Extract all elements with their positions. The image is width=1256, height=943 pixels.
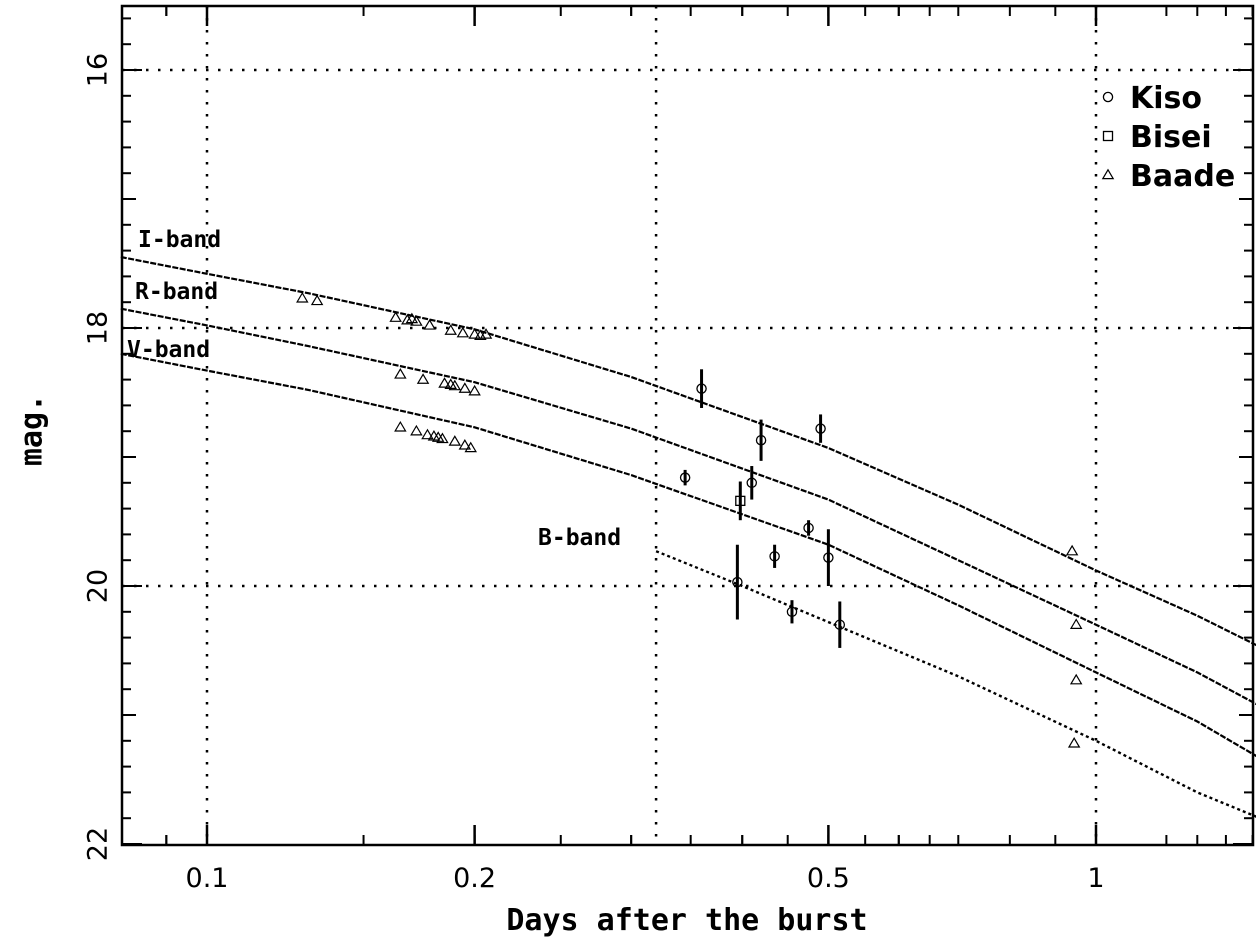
data-point-kiso	[732, 576, 743, 588]
axis-ticks: 0.1 0.2 0.5 1 16 18 20 22	[83, 6, 1254, 894]
data-point-baade	[410, 315, 423, 326]
data-point-bisei	[735, 495, 746, 507]
data-point-baade	[394, 420, 407, 432]
data-points	[296, 291, 1083, 748]
x-tick-label: 0.2	[453, 863, 496, 894]
data-point-baade	[394, 368, 407, 379]
x-tick-label: 0.5	[807, 863, 850, 894]
data-point-baade	[468, 328, 481, 339]
data-point-baade	[1065, 544, 1079, 556]
data-point-baade	[448, 379, 462, 391]
legend-marker-bisei	[1102, 130, 1114, 142]
y-axis-title: mag.	[15, 394, 50, 466]
band-label-b: B-band	[538, 525, 621, 551]
data-point-baade	[1067, 736, 1081, 748]
data-point-baade	[405, 312, 419, 324]
data-point-baade	[416, 373, 430, 384]
data-point-baade	[464, 441, 477, 453]
data-point-baade	[401, 313, 414, 325]
data-point-kiso	[769, 551, 780, 562]
data-point-baade	[468, 384, 481, 396]
fit-curve-b-band	[655, 550, 1256, 818]
data-point-baade	[448, 435, 462, 446]
x-axis-title: Days after the burst	[506, 903, 867, 938]
legend-label-kiso: Kiso	[1130, 81, 1202, 116]
band-label-r: R-band	[135, 279, 218, 305]
legend-marker-kiso	[1102, 91, 1114, 103]
data-point-kiso	[696, 383, 707, 394]
y-tick-label: 16	[83, 53, 114, 87]
band-label-v: V-band	[127, 337, 210, 363]
data-point-baade	[444, 324, 457, 335]
data-point-baade	[410, 424, 423, 436]
x-tick-label: 0.1	[186, 863, 229, 894]
fit-curves	[120, 255, 1256, 818]
data-point-baade	[436, 432, 449, 444]
legend-label-baade: Baade	[1130, 159, 1235, 194]
data-point-baade	[310, 294, 324, 306]
data-point-baade	[423, 319, 436, 330]
labels: Days after the burst mag. I-band R-band V-…	[15, 227, 868, 938]
data-point-baade	[456, 326, 470, 338]
data-point-baade	[421, 428, 434, 440]
legend-marker-baade	[1101, 168, 1115, 180]
data-point-kiso	[786, 606, 798, 618]
plot-frame	[120, 4, 1255, 847]
fit-curve-r-band	[120, 307, 1256, 706]
data-point-baade	[438, 377, 451, 388]
data-point-kiso	[746, 477, 758, 489]
x-tick-label: 1	[1087, 863, 1104, 894]
legend: Kiso Bisei Baade	[1101, 81, 1235, 194]
y-tick-label: 22	[83, 827, 114, 861]
data-point-kiso	[834, 619, 846, 630]
data-point-baade	[1069, 673, 1083, 685]
y-tick-label: 20	[83, 569, 114, 603]
band-label-i: I-band	[138, 227, 221, 253]
data-point-baade	[389, 311, 402, 322]
data-point-baade	[458, 439, 472, 450]
fit-curve-v-band	[120, 352, 1256, 758]
fit-curve-i-band	[120, 255, 1256, 647]
data-point-kiso	[803, 522, 814, 534]
data-point-kiso	[679, 472, 691, 483]
data-point-baade	[458, 382, 472, 393]
y-tick-label: 18	[83, 311, 114, 345]
data-point-baade	[1069, 618, 1083, 629]
data-point-kiso	[815, 423, 826, 434]
grid-lines	[122, 6, 1253, 845]
data-point-baade	[479, 328, 493, 339]
legend-label-bisei: Bisei	[1130, 120, 1212, 155]
data-point-baade	[296, 291, 309, 303]
data-point-kiso	[823, 552, 834, 563]
data-point-kiso	[755, 434, 767, 446]
